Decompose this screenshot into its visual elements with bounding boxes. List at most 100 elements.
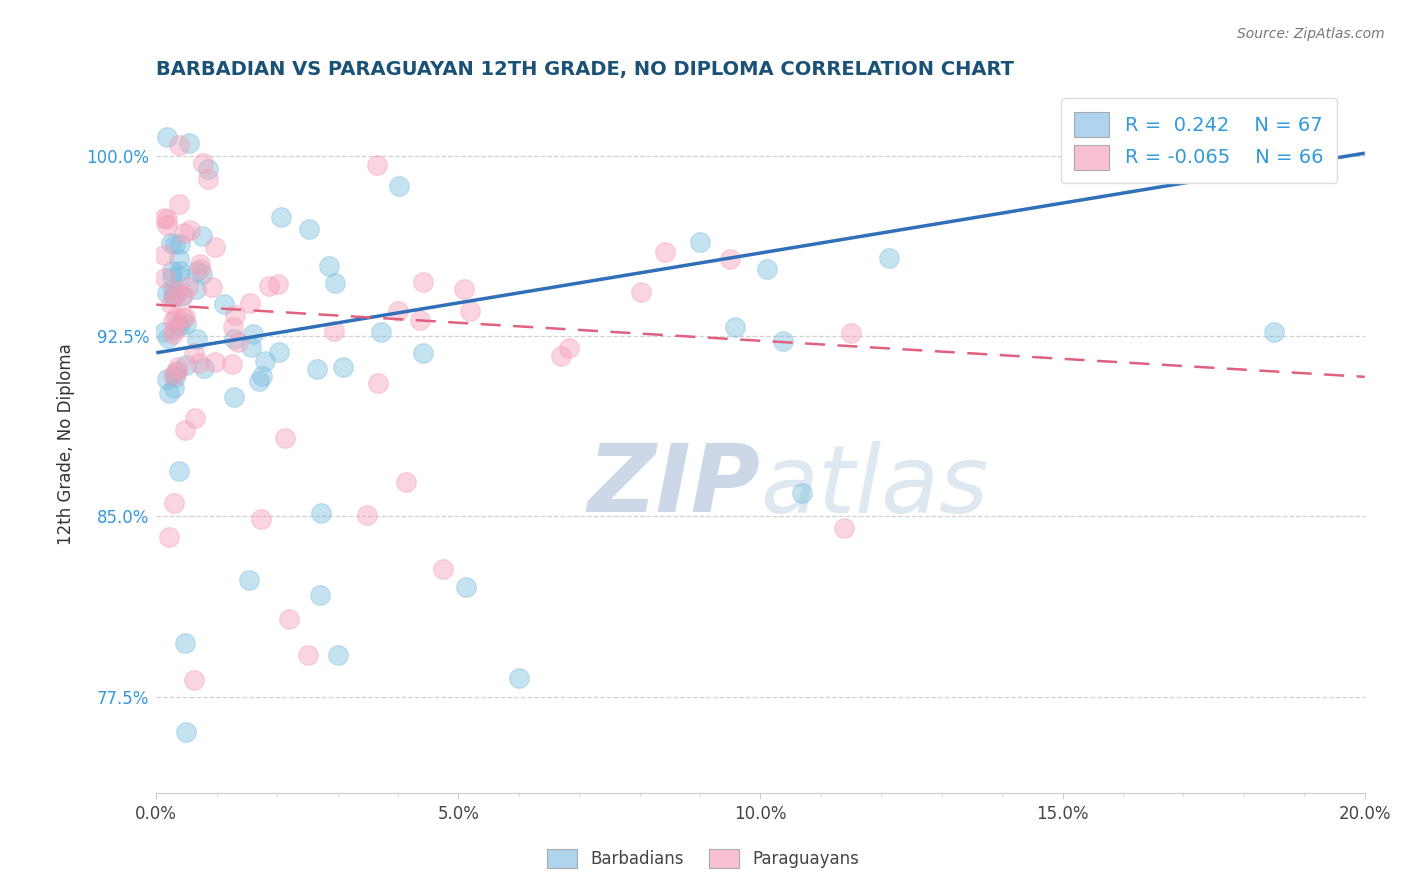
Point bbox=[204, 355, 226, 369]
Point bbox=[167, 197, 190, 211]
Point bbox=[160, 264, 183, 278]
Point bbox=[718, 252, 741, 266]
Point bbox=[325, 276, 347, 290]
Point bbox=[221, 357, 243, 371]
Point bbox=[165, 237, 187, 252]
Point bbox=[157, 530, 180, 544]
Point bbox=[184, 282, 207, 296]
Point bbox=[183, 346, 205, 360]
Point bbox=[165, 366, 187, 380]
Point bbox=[186, 264, 208, 278]
Point bbox=[458, 303, 481, 318]
Point bbox=[163, 289, 186, 303]
Point bbox=[179, 223, 201, 237]
Point bbox=[388, 179, 411, 194]
Point bbox=[193, 361, 215, 376]
Point bbox=[412, 276, 434, 290]
Point bbox=[550, 349, 572, 363]
Point bbox=[160, 297, 183, 311]
Point bbox=[221, 319, 243, 334]
Point bbox=[167, 360, 190, 375]
Point bbox=[162, 368, 184, 383]
Point bbox=[183, 673, 205, 688]
Point bbox=[214, 296, 236, 310]
Point bbox=[155, 271, 177, 285]
Point bbox=[166, 284, 188, 298]
Point bbox=[169, 318, 191, 333]
Point bbox=[166, 364, 188, 378]
Point bbox=[356, 508, 378, 522]
Point bbox=[724, 319, 747, 334]
Point bbox=[163, 323, 186, 337]
Point bbox=[173, 310, 195, 324]
Point bbox=[186, 332, 208, 346]
Point bbox=[456, 580, 478, 594]
Point bbox=[190, 229, 212, 244]
Point bbox=[508, 671, 530, 685]
Point bbox=[832, 521, 855, 535]
Point bbox=[197, 161, 219, 176]
Point bbox=[367, 376, 389, 390]
Point bbox=[224, 308, 246, 322]
Point bbox=[167, 318, 190, 332]
Point bbox=[453, 282, 475, 296]
Point bbox=[162, 289, 184, 303]
Point bbox=[197, 171, 219, 186]
Text: BARBADIAN VS PARAGUAYAN 12TH GRADE, NO DIPLOMA CORRELATION CHART: BARBADIAN VS PARAGUAYAN 12TH GRADE, NO D… bbox=[156, 60, 1014, 78]
Point bbox=[238, 573, 260, 587]
Point bbox=[156, 331, 179, 345]
Point bbox=[297, 222, 319, 236]
Point bbox=[169, 263, 191, 277]
Point bbox=[179, 136, 201, 150]
Point bbox=[160, 269, 183, 284]
Point bbox=[297, 648, 319, 662]
Point bbox=[250, 512, 273, 526]
Point bbox=[755, 261, 778, 276]
Point bbox=[162, 314, 184, 328]
Point bbox=[311, 507, 333, 521]
Point bbox=[169, 237, 191, 252]
Point bbox=[654, 244, 676, 259]
Point bbox=[167, 252, 190, 266]
Point bbox=[153, 248, 176, 262]
Point bbox=[224, 332, 246, 346]
Point bbox=[387, 304, 409, 318]
Point bbox=[394, 475, 416, 489]
Point bbox=[318, 259, 340, 273]
Point bbox=[183, 410, 205, 425]
Point bbox=[174, 358, 197, 372]
Point bbox=[170, 288, 193, 302]
Point bbox=[839, 326, 862, 340]
Point bbox=[790, 486, 813, 500]
Point bbox=[163, 381, 186, 395]
Point bbox=[153, 211, 176, 226]
Point bbox=[201, 280, 224, 294]
Point bbox=[270, 210, 292, 224]
Point bbox=[162, 282, 184, 296]
Point bbox=[172, 288, 194, 302]
Point bbox=[370, 325, 392, 339]
Point bbox=[204, 240, 226, 254]
Point bbox=[152, 325, 174, 339]
Point bbox=[174, 636, 197, 650]
Point bbox=[309, 588, 332, 602]
Point bbox=[190, 268, 212, 282]
Point bbox=[558, 341, 581, 355]
Point bbox=[366, 158, 388, 172]
Legend: Barbadians, Paraguayans: Barbadians, Paraguayans bbox=[540, 842, 866, 875]
Point bbox=[174, 317, 197, 331]
Point bbox=[257, 279, 280, 293]
Point bbox=[162, 327, 184, 342]
Point bbox=[432, 562, 454, 576]
Point bbox=[411, 345, 433, 359]
Point bbox=[253, 354, 276, 368]
Point bbox=[167, 464, 190, 478]
Point bbox=[689, 235, 711, 249]
Point bbox=[156, 130, 179, 145]
Point bbox=[307, 361, 329, 376]
Point bbox=[163, 370, 186, 384]
Point bbox=[173, 423, 195, 437]
Point bbox=[169, 268, 191, 283]
Point bbox=[772, 334, 794, 348]
Y-axis label: 12th Grade, No Diploma: 12th Grade, No Diploma bbox=[58, 343, 75, 545]
